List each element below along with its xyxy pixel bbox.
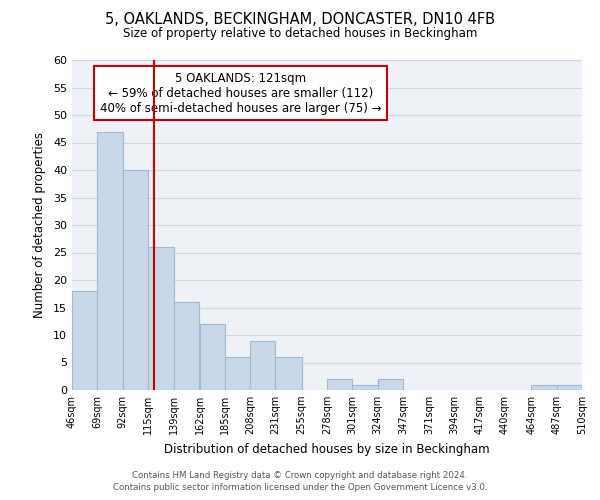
Text: 5, OAKLANDS, BECKINGHAM, DONCASTER, DN10 4FB: 5, OAKLANDS, BECKINGHAM, DONCASTER, DN10… xyxy=(105,12,495,28)
Text: 5 OAKLANDS: 121sqm
← 59% of detached houses are smaller (112)
40% of semi-detach: 5 OAKLANDS: 121sqm ← 59% of detached hou… xyxy=(100,72,381,114)
Bar xyxy=(352,384,377,390)
Bar xyxy=(122,170,148,390)
Bar xyxy=(72,291,97,390)
Bar xyxy=(199,324,225,390)
Bar xyxy=(250,340,275,390)
X-axis label: Distribution of detached houses by size in Beckingham: Distribution of detached houses by size … xyxy=(164,442,490,456)
Text: Contains HM Land Registry data © Crown copyright and database right 2024.
Contai: Contains HM Land Registry data © Crown c… xyxy=(113,471,487,492)
Bar xyxy=(377,379,403,390)
Y-axis label: Number of detached properties: Number of detached properties xyxy=(33,132,46,318)
Text: Size of property relative to detached houses in Beckingham: Size of property relative to detached ho… xyxy=(123,28,477,40)
Bar xyxy=(275,357,302,390)
Bar xyxy=(225,357,250,390)
Bar xyxy=(327,379,352,390)
Bar xyxy=(532,384,557,390)
Bar xyxy=(557,384,582,390)
Bar xyxy=(97,132,122,390)
Bar xyxy=(174,302,199,390)
Bar xyxy=(148,247,174,390)
Bar xyxy=(582,384,600,390)
